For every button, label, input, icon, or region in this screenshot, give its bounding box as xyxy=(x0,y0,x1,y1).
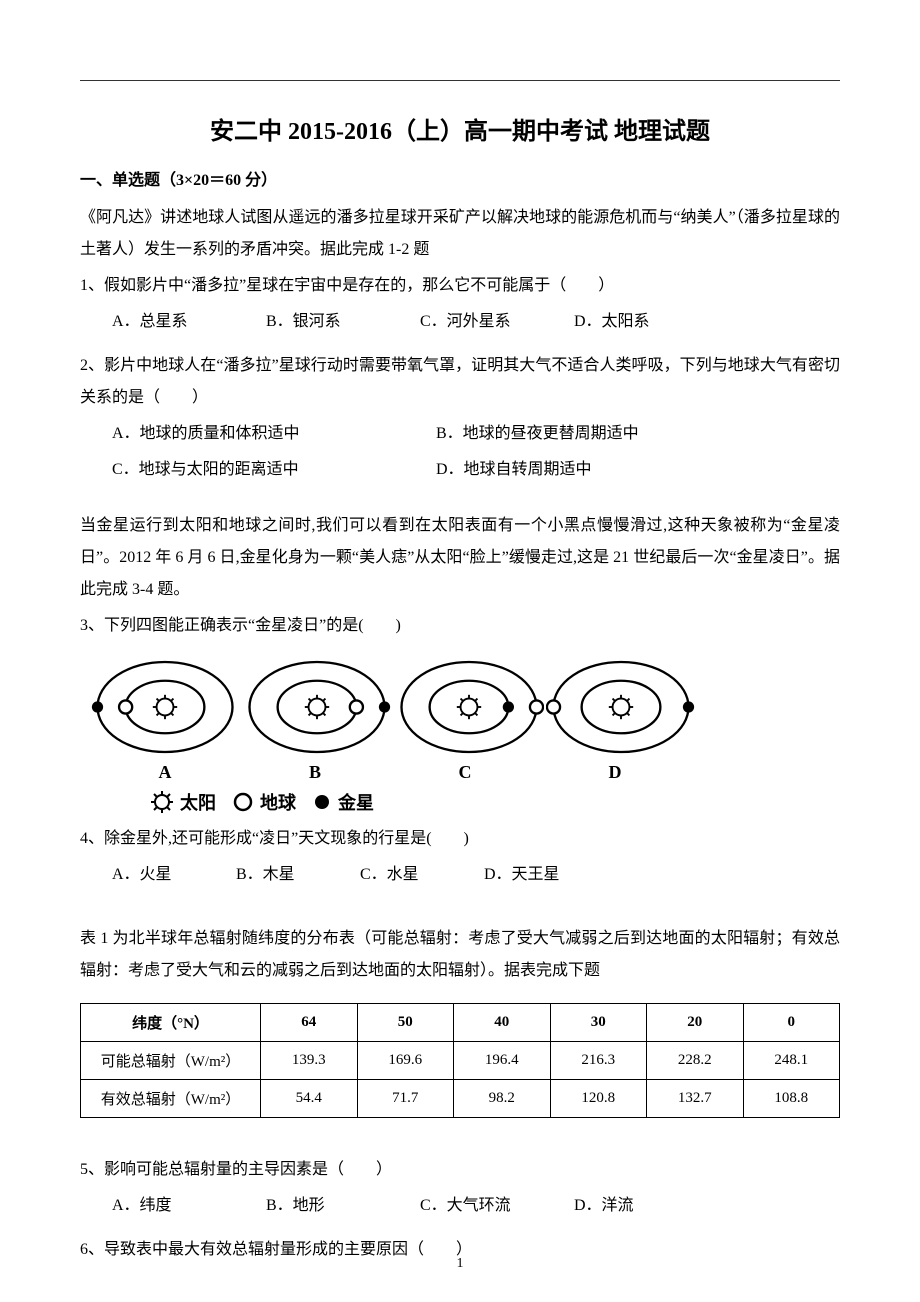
table-header-cell: 40 xyxy=(454,1004,551,1042)
orbit-a xyxy=(90,652,240,762)
q2-row1: A．地球的质量和体积适中 B．地球的昼夜更替周期适中 xyxy=(80,418,840,450)
legend-sun-label: 太阳 xyxy=(180,789,216,815)
legend-venus-label: 金星 xyxy=(338,789,374,815)
q4-text: 4、除金星外,还可能形成“凌日”天文现象的行星是( ) xyxy=(80,823,840,855)
legend-sun: 太阳 xyxy=(150,789,216,815)
table-header-cell: 0 xyxy=(743,1004,840,1042)
intro-3: 表 1 为北半球年总辐射随纬度的分布表（可能总辐射：考虑了受大气减弱之后到达地面… xyxy=(80,923,840,987)
q2-opt-b: B．地球的昼夜更替周期适中 xyxy=(436,418,756,450)
sun-icon xyxy=(150,790,174,814)
table-header-cell: 30 xyxy=(550,1004,647,1042)
legend-earth-label: 地球 xyxy=(260,789,296,815)
section-header: 一、单选题（3×20＝60 分） xyxy=(80,166,840,190)
top-rule xyxy=(80,80,840,81)
q2-opt-d: D．地球自转周期适中 xyxy=(436,454,756,486)
q2-row2: C．地球与太阳的距离适中 D．地球自转周期适中 xyxy=(80,454,840,486)
label-c: C xyxy=(390,762,540,783)
q1-options: A．总星系 B．银河系 C．河外星系 D．太阳系 xyxy=(80,306,840,338)
q1-opt-c: C．河外星系 xyxy=(420,306,570,338)
table-header-cell: 64 xyxy=(261,1004,358,1042)
legend-earth: 地球 xyxy=(232,789,296,815)
table-cell: 216.3 xyxy=(550,1042,647,1080)
table-header-cell: 20 xyxy=(647,1004,744,1042)
table-cell: 132.7 xyxy=(647,1080,744,1118)
table-cell: 139.3 xyxy=(261,1042,358,1080)
q2-opt-c: C．地球与太阳的距离适中 xyxy=(112,454,432,486)
table-cell: 54.4 xyxy=(261,1080,358,1118)
diagram-legend: 太阳 地球 金星 xyxy=(150,789,840,815)
table-cell: 196.4 xyxy=(454,1042,551,1080)
table-row: 有效总辐射（W/m²）54.471.798.2120.8132.7108.8 xyxy=(81,1080,840,1118)
table-cell: 228.2 xyxy=(647,1042,744,1080)
q1-text: 1、假如影片中“潘多拉”星球在宇宙中是存在的，那么它不可能属于（ ） xyxy=(80,270,840,302)
earth-icon xyxy=(232,791,254,813)
table-cell: 120.8 xyxy=(550,1080,647,1118)
q5-opt-a: A．纬度 xyxy=(112,1190,262,1222)
page-title: 安二中 2015-2016（上）高一期中考试 地理试题 xyxy=(80,111,840,146)
table-cell: 71.7 xyxy=(357,1080,454,1118)
legend-venus: 金星 xyxy=(312,789,374,815)
intro-1: 《阿凡达》讲述地球人试图从遥远的潘多拉星球开采矿产以解决地球的能源危机而与“纳美… xyxy=(80,202,840,266)
radiation-table: 纬度（°N）64504030200 可能总辐射（W/m²）139.3169.61… xyxy=(80,1003,840,1118)
q4-opt-a: A．火星 xyxy=(112,859,232,891)
q1-opt-a: A．总星系 xyxy=(112,306,262,338)
orbit-d xyxy=(546,652,696,762)
q5-opt-b: B．地形 xyxy=(266,1190,416,1222)
orbit-labels: A B C D xyxy=(90,762,840,783)
table-header-row: 纬度（°N）64504030200 xyxy=(81,1004,840,1042)
table-cell: 有效总辐射（W/m²） xyxy=(81,1080,261,1118)
q1-opt-b: B．银河系 xyxy=(266,306,416,338)
q1-opt-d: D．太阳系 xyxy=(574,306,724,338)
q3-text: 3、下列四图能正确表示“金星凌日”的是( ) xyxy=(80,610,840,642)
table-cell: 248.1 xyxy=(743,1042,840,1080)
orbit-c xyxy=(394,652,544,762)
q5-opt-d: D．洋流 xyxy=(574,1190,724,1222)
page-number: 1 xyxy=(0,1256,920,1272)
label-d: D xyxy=(540,762,690,783)
q4-opt-d: D．天王星 xyxy=(484,859,604,891)
intro-2: 当金星运行到太阳和地球之间时,我们可以看到在太阳表面有一个小黑点慢慢滑过,这种天… xyxy=(80,510,840,606)
q4-opt-b: B．木星 xyxy=(236,859,356,891)
label-b: B xyxy=(240,762,390,783)
q4-options: A．火星 B．木星 C．水星 D．天王星 xyxy=(80,859,840,891)
table-row: 可能总辐射（W/m²）139.3169.6196.4216.3228.2248.… xyxy=(81,1042,840,1080)
table-cell: 98.2 xyxy=(454,1080,551,1118)
venus-icon xyxy=(312,792,332,812)
table-header-cell: 纬度（°N） xyxy=(81,1004,261,1042)
orbit-b xyxy=(242,652,392,762)
q5-opt-c: C．大气环流 xyxy=(420,1190,570,1222)
q3-diagram: A B C D 太阳 地球 金星 xyxy=(80,652,840,815)
table-cell: 108.8 xyxy=(743,1080,840,1118)
table-header-cell: 50 xyxy=(357,1004,454,1042)
q5-options: A．纬度 B．地形 C．大气环流 D．洋流 xyxy=(80,1190,840,1222)
table-cell: 169.6 xyxy=(357,1042,454,1080)
q5-text: 5、影响可能总辐射量的主导因素是（ ） xyxy=(80,1154,840,1186)
label-a: A xyxy=(90,762,240,783)
q2-opt-a: A．地球的质量和体积适中 xyxy=(112,418,432,450)
q2-text: 2、影片中地球人在“潘多拉”星球行动时需要带氧气罩，证明其大气不适合人类呼吸，下… xyxy=(80,350,840,414)
q4-opt-c: C．水星 xyxy=(360,859,480,891)
table-body: 可能总辐射（W/m²）139.3169.6196.4216.3228.2248.… xyxy=(81,1042,840,1118)
table-cell: 可能总辐射（W/m²） xyxy=(81,1042,261,1080)
